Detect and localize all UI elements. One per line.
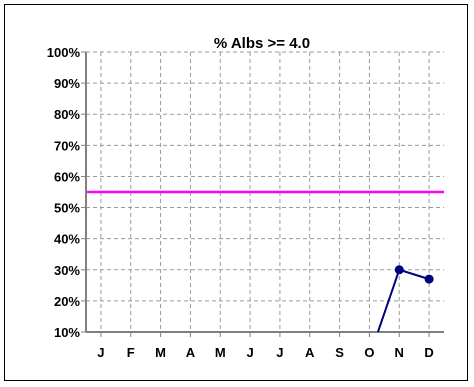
x-tick-label: D: [424, 345, 433, 360]
x-tick-label: M: [215, 345, 226, 360]
data-point: [394, 265, 404, 275]
x-tick-label: N: [395, 345, 404, 360]
x-tick-label: A: [305, 345, 315, 360]
x-tick-label: F: [127, 345, 135, 360]
series-group: [376, 265, 434, 332]
data-point: [424, 274, 434, 284]
y-tick-label: 30%: [54, 263, 80, 278]
x-tick-label: S: [335, 345, 344, 360]
y-axis-ticks: 10% 20% 30% 40% 50% 60% 70% 80% 90% 100%: [47, 45, 81, 340]
y-tick-label: 10%: [54, 325, 80, 340]
y-tick-label: 80%: [54, 107, 80, 122]
y-tick-label: 60%: [54, 169, 80, 184]
x-tick-label: O: [364, 345, 374, 360]
y-tick-label: 40%: [54, 232, 80, 247]
axes: [81, 51, 444, 337]
x-tick-label: J: [276, 345, 283, 360]
y-tick-label: 20%: [54, 294, 80, 309]
x-tick-label: A: [186, 345, 196, 360]
y-tick-label: 70%: [54, 138, 80, 153]
series: [376, 265, 434, 332]
x-tick-label: J: [246, 345, 253, 360]
y-tick-label: 90%: [54, 76, 80, 91]
x-tick-label: J: [97, 345, 104, 360]
x-tick-label: M: [155, 345, 166, 360]
y-tick-label: 50%: [54, 201, 80, 216]
chart-title: % Albs >= 4.0: [214, 35, 310, 52]
y-tick-label: 100%: [47, 45, 81, 60]
